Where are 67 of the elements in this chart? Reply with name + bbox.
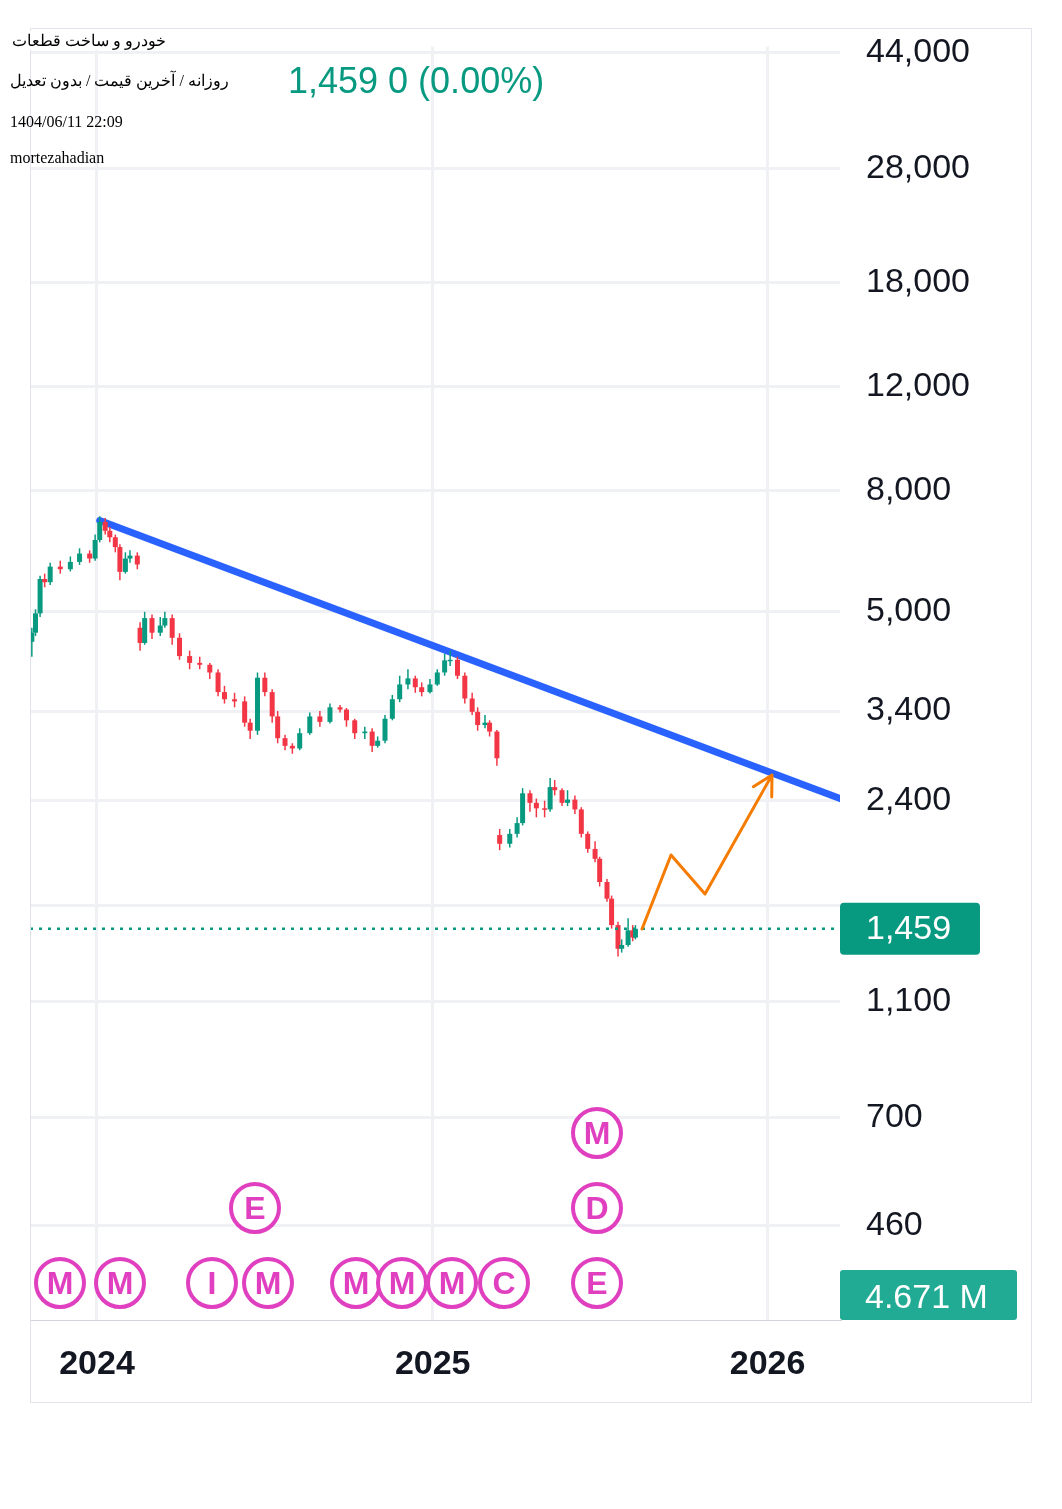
candlestick xyxy=(547,777,553,813)
candlestick xyxy=(242,695,248,728)
candlestick xyxy=(177,632,183,661)
ref-line-label: 1,459 xyxy=(866,908,952,947)
candlestick xyxy=(122,551,128,575)
text: 4.671 M xyxy=(840,1270,1017,1320)
y-tick-label: 700 xyxy=(866,1096,923,1135)
candlestick xyxy=(215,668,221,698)
candlestick xyxy=(297,727,303,751)
y-tick-label: 8,000 xyxy=(866,469,952,508)
y-tick-label: 3,400 xyxy=(866,689,952,728)
candlestick xyxy=(307,711,313,736)
circled-letter-icon: M xyxy=(571,1107,623,1159)
candlestick xyxy=(337,704,343,714)
candlestick xyxy=(454,655,460,680)
candlestick xyxy=(507,828,513,849)
circled-letter-icon: M xyxy=(94,1257,146,1309)
candlestick xyxy=(533,797,539,819)
y-tick-label: 1,100 xyxy=(866,979,952,1018)
candlestick xyxy=(397,675,403,703)
y-tick-label: 12,000 xyxy=(866,364,970,403)
candlestick xyxy=(497,828,503,851)
candlestick xyxy=(462,671,468,705)
candlestick xyxy=(389,694,395,722)
candlestick xyxy=(352,718,358,740)
y-tick-label: 28,000 xyxy=(866,146,970,185)
candlestick xyxy=(369,727,375,753)
y-tick-label: 18,000 xyxy=(866,260,970,299)
circled-letter-icon: C xyxy=(478,1257,530,1309)
y-tick-label: 44,000 xyxy=(866,30,970,69)
circled-letter-icon: I xyxy=(186,1257,238,1309)
annotation: mortezahadian xyxy=(10,149,105,167)
circled-letter-icon: M xyxy=(376,1257,428,1309)
y-tick-label: 460 xyxy=(866,1204,923,1243)
candlestick xyxy=(514,816,520,839)
chart-title: خودرو و ساخت قطعات xyxy=(10,31,168,50)
circled-letter-icon: D xyxy=(571,1182,623,1234)
candlestick xyxy=(585,830,591,854)
candlestick xyxy=(343,707,349,728)
circled-letter-icon: E xyxy=(571,1257,623,1309)
candlestick xyxy=(382,714,388,745)
candlestick xyxy=(475,706,481,732)
candlestick xyxy=(247,718,253,740)
y-tick-label: 5,000 xyxy=(866,590,952,629)
circled-letter-icon: M xyxy=(426,1257,478,1309)
candlestick xyxy=(469,692,475,716)
candlestick xyxy=(405,668,411,691)
candlestick xyxy=(187,649,193,670)
annotation: 1404/06/11 22:09 xyxy=(10,113,123,131)
candlestick xyxy=(157,616,163,637)
candlestick xyxy=(572,794,578,815)
circled-letter-icon: M xyxy=(242,1257,294,1309)
x-tick-label: 2025 xyxy=(394,1342,471,1381)
candlestick xyxy=(149,613,155,640)
circled-letter-icon: E xyxy=(229,1182,281,1234)
y-tick-label: 2,400 xyxy=(866,779,952,818)
candlestick xyxy=(275,710,281,745)
candlestick xyxy=(47,562,53,586)
x-tick-label: 2024 xyxy=(59,1342,135,1381)
candlestick xyxy=(327,702,333,725)
circled-letter-icon: M xyxy=(34,1257,86,1309)
candlestick xyxy=(527,789,533,813)
x-tick-label: 2026 xyxy=(729,1342,806,1381)
candlestick xyxy=(262,671,268,698)
candlestick xyxy=(169,613,175,646)
annotation: 1,459 0 (0.00%) xyxy=(288,60,545,102)
text: روزانه / آخرین قیمت / بدون تعدیل xyxy=(10,71,229,90)
